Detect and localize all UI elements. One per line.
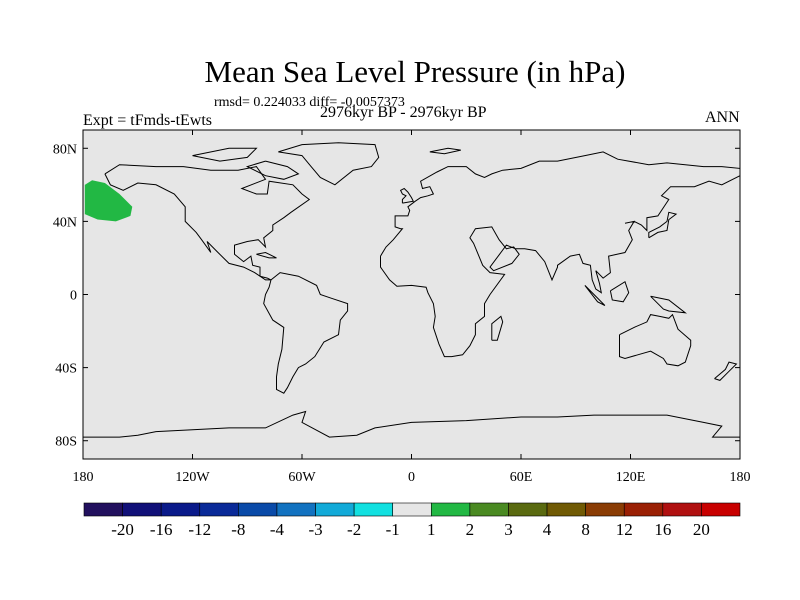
- coastlines: [83, 142, 741, 438]
- coastline-new-guinea: [650, 295, 688, 314]
- colorbar-box: [353, 502, 394, 517]
- lon-tick-label: 60E: [510, 470, 533, 485]
- colorbar-label: -20: [111, 520, 134, 539]
- lat-tick-label: 40S: [55, 362, 77, 377]
- lon-tick-label: 120W: [175, 470, 210, 485]
- colorbar-label: -12: [188, 520, 211, 539]
- anomaly-region: [84, 180, 133, 222]
- lon-tick-label: 0: [408, 470, 415, 485]
- colorbar-box: [315, 502, 355, 517]
- stats-label: rmsd= 0.224033 diff= -0.0057373: [214, 95, 405, 110]
- colorbar-label: 20: [693, 520, 710, 539]
- coastline-svalbard: [429, 147, 461, 155]
- colorbar-label: -2: [347, 520, 361, 539]
- colorbar-box: [662, 502, 702, 517]
- lon-tick-label: 120E: [616, 470, 646, 485]
- coastline-japan: [648, 211, 678, 239]
- lat-tick-label: 40N: [53, 215, 77, 230]
- coastline-baffin: [245, 160, 300, 180]
- lon-tick-label: 180: [730, 470, 751, 485]
- colorbar-label: 4: [543, 520, 552, 539]
- coastline-indonesia: [584, 285, 606, 306]
- colorbar-label: -4: [270, 520, 285, 539]
- period-label: 2976kyr BP - 2976kyr BP: [320, 104, 487, 121]
- colorbar-box: [160, 502, 201, 517]
- colorbar-label: 16: [654, 520, 671, 539]
- lon-tick-label: 60W: [288, 470, 316, 485]
- coastline-greenland: [278, 142, 380, 186]
- coastline-borneo: [609, 280, 630, 303]
- map-background: [83, 130, 740, 459]
- coastline-south-america: [263, 272, 349, 394]
- colorbar-box: [469, 502, 509, 517]
- lon-tick-label: 180: [73, 470, 94, 485]
- colorbar-box: [392, 502, 432, 517]
- colorbar-box: [701, 502, 741, 517]
- colorbar-label: -3: [308, 520, 322, 539]
- colorbar: -20 -16 -12 -8 -4 -3 -2 -1 1 2 3 4 8 12 16 20: [83, 502, 741, 539]
- colorbar-label: -1: [386, 520, 400, 539]
- colorbar-box: [430, 502, 471, 517]
- coastline-madagascar: [491, 315, 504, 341]
- colorbar-box: [122, 502, 162, 517]
- colorbar-label: 1: [427, 520, 436, 539]
- coastline-antarctica: [83, 410, 740, 438]
- colorbar-label: -8: [231, 520, 245, 539]
- colorbar-box: [83, 502, 123, 517]
- colorbar-label: 2: [466, 520, 475, 539]
- coastline-cuba: [256, 251, 277, 259]
- colorbar-label: -16: [150, 520, 173, 539]
- colorbar-label: 12: [616, 520, 633, 539]
- colorbar-label: 3: [504, 520, 513, 539]
- colorbar-box: [199, 502, 239, 517]
- coastline-north-america: [104, 164, 311, 281]
- colorbar-box: [276, 502, 316, 517]
- coastline-uk: [399, 187, 415, 204]
- colorbar-box: [585, 502, 625, 517]
- lat-tick-label: 80S: [55, 435, 77, 450]
- colorbar-box: [238, 502, 278, 517]
- colorbar-label: 8: [581, 520, 590, 539]
- coastline-arctic-islands: [192, 147, 258, 162]
- experiment-label: Expt = tFmds-tEwts: [83, 112, 213, 129]
- colorbar-box: [546, 502, 586, 517]
- coastline-africa-eurasia: [380, 151, 741, 358]
- coastline-new-zealand: [714, 361, 738, 381]
- lat-tick-label: 0: [70, 289, 77, 304]
- season-label: ANN: [705, 109, 740, 126]
- colorbar-box: [508, 502, 548, 517]
- lat-tick-label: 80N: [53, 142, 77, 157]
- plot-title: Mean Sea Level Pressure (in hPa): [204, 54, 626, 89]
- colorbar-box: [623, 502, 664, 517]
- coastline-australia: [619, 313, 692, 367]
